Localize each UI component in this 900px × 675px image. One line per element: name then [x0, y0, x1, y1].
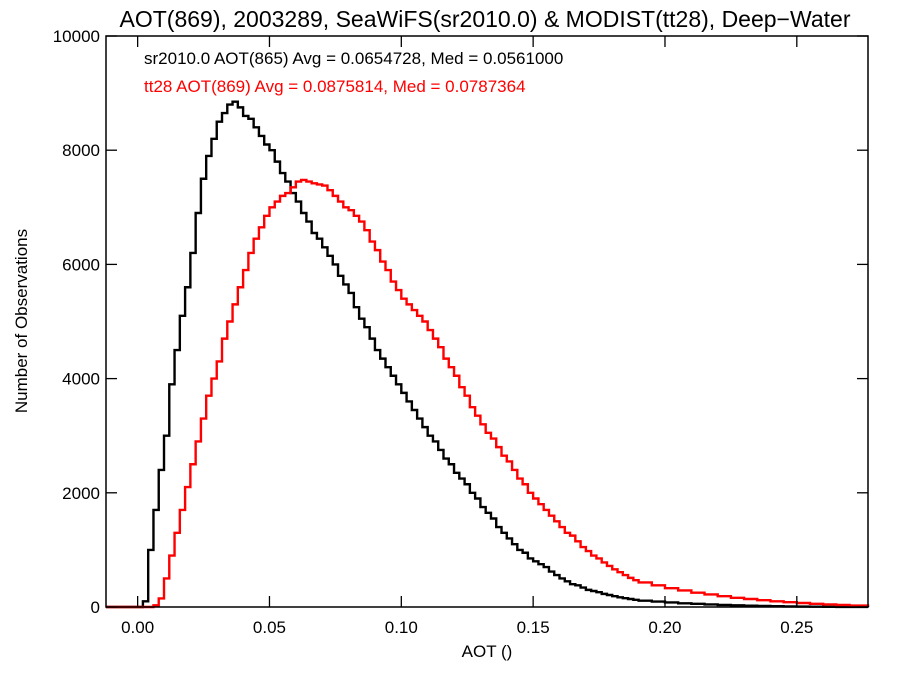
x-tick-label-1: 0.05: [253, 618, 286, 637]
x-tick-label-4: 0.20: [648, 618, 681, 637]
series-line-0: [106, 100, 870, 609]
series-line-1: [106, 178, 870, 609]
y-tick-label-1: 2000: [62, 484, 100, 503]
y-tick-label-5: 10000: [53, 27, 100, 46]
y-tick-label-0: 0: [91, 598, 100, 617]
y-tick-label-4: 8000: [62, 141, 100, 160]
x-axis-label: AOT (): [462, 642, 513, 661]
x-tick-label-0: 0.00: [121, 618, 154, 637]
plot-frame: [105, 35, 869, 608]
x-tick-label-3: 0.15: [517, 618, 550, 637]
series-annotation-sr2010: sr2010.0 AOT(865) Avg = 0.0654728, Med =…: [144, 49, 563, 68]
series-layer: [106, 100, 870, 609]
y-axis-label: Number of Observations: [12, 229, 31, 413]
x-tick-label-5: 0.25: [780, 618, 813, 637]
x-axis-ticks: 0.00 0.05 0.10 0.15 0.20 0.25: [121, 36, 813, 637]
series-annotation-tt28: tt28 AOT(869) Avg = 0.0875814, Med = 0.0…: [144, 77, 526, 96]
x-tick-label-2: 0.10: [385, 618, 418, 637]
plot-area: 0.00 0.05 0.10 0.15 0.20 0.25 0 2000 4000 6000 80…: [53, 27, 870, 637]
chart-title: AOT(869), 2003289, SeaWiFS(sr2010.0) & M…: [120, 6, 851, 32]
y-tick-label-2: 4000: [62, 370, 100, 389]
y-tick-label-3: 6000: [62, 255, 100, 274]
y-axis-ticks: 0 2000 4000 6000 8000 10000: [53, 27, 868, 617]
